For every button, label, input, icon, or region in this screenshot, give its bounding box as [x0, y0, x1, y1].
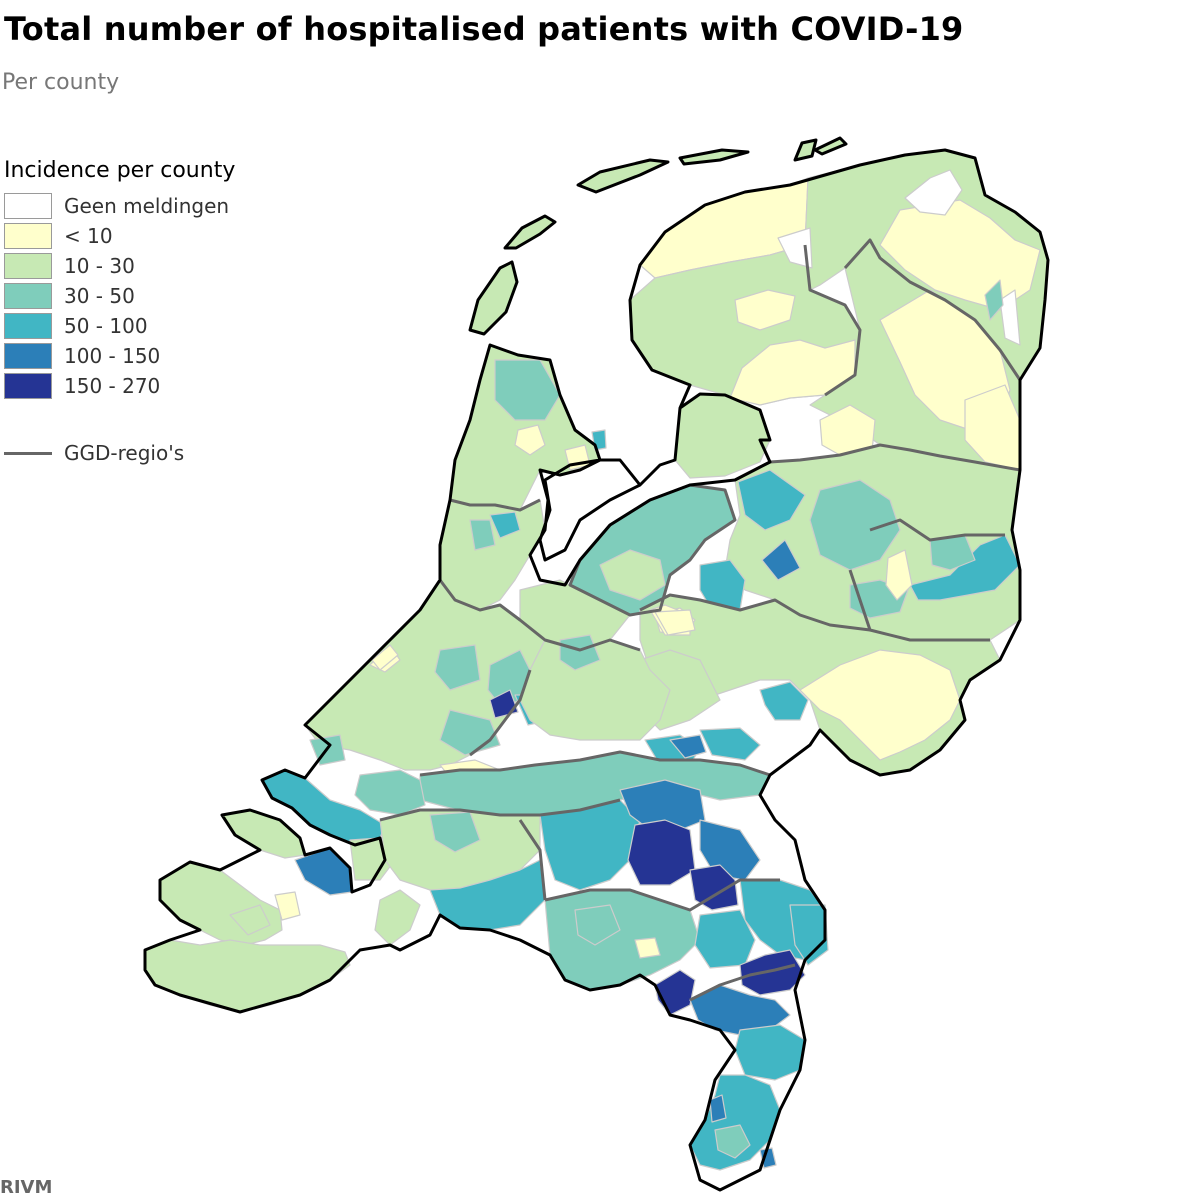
island-outline [813, 136, 848, 156]
county-region[interactable] [999, 289, 1021, 346]
ggd-line-swatch [4, 451, 52, 455]
county-region[interactable] [371, 644, 399, 671]
county-region[interactable] [159, 861, 283, 946]
mainland-outline [143, 148, 1050, 1192]
legend-item-30-50: 30 - 50 [4, 281, 235, 311]
legend-label: 100 - 150 [64, 344, 161, 368]
map-title: Total number of hospitalised patients wi… [4, 10, 964, 48]
county-region[interactable] [274, 891, 301, 921]
island-outline [678, 148, 750, 166]
island-outline [576, 158, 670, 194]
legend-swatch [4, 283, 52, 309]
ggd-boundary [449, 498, 541, 512]
island-outline [468, 260, 519, 336]
county-region[interactable] [737, 469, 806, 531]
legend-swatch [4, 343, 52, 369]
county-region[interactable] [709, 1094, 727, 1123]
legend-item-lt-10: < 10 [4, 221, 235, 251]
ggd-boundary [803, 244, 862, 397]
map-subtitle: Per county [2, 70, 120, 95]
ggd-boundary [419, 750, 771, 777]
county-region[interactable] [627, 819, 696, 886]
country-outline [143, 136, 1050, 1192]
legend: Incidence per county Geen meldingen < 10… [4, 158, 235, 465]
county-region[interactable] [144, 939, 351, 1013]
ggd-boundary [734, 443, 1021, 482]
county-region[interactable] [434, 644, 481, 691]
county-region[interactable] [429, 811, 481, 853]
ggd-boundary [848, 569, 990, 642]
legend-label: 150 - 270 [64, 374, 161, 398]
ggd-boundary [869, 518, 1005, 542]
county-region[interactable] [634, 937, 661, 959]
county-region[interactable] [574, 904, 621, 946]
ggd-boundary [843, 238, 1022, 381]
ggd-boundary [518, 819, 547, 901]
legend-swatch [4, 223, 52, 249]
county-region[interactable] [789, 904, 829, 966]
legend-label: 50 - 100 [64, 314, 148, 338]
legend-item-geen-meldingen: Geen meldingen [4, 191, 235, 221]
county-region[interactable] [904, 169, 963, 216]
county-region[interactable] [761, 539, 801, 581]
county-region[interactable] [885, 549, 913, 601]
legend-label: Geen meldingen [64, 194, 230, 218]
legend-swatch [4, 253, 52, 279]
legend-label: GGD-regio's [64, 441, 185, 465]
county-region[interactable] [504, 215, 556, 249]
county-region[interactable] [734, 1024, 806, 1081]
legend-label: 10 - 30 [64, 254, 135, 278]
legend-swatch [4, 313, 52, 339]
county-region[interactable] [777, 227, 813, 269]
county-region[interactable] [669, 734, 707, 759]
county-region[interactable] [514, 424, 546, 456]
legend-item-150-270: 150 - 270 [4, 371, 235, 401]
county-region[interactable] [469, 519, 496, 551]
legend-item-100-150: 100 - 150 [4, 341, 235, 371]
county-region[interactable] [699, 727, 761, 761]
ggd-boundary [469, 669, 532, 757]
county-region[interactable] [354, 769, 426, 816]
county-region[interactable] [619, 779, 706, 831]
county-region[interactable] [799, 649, 961, 761]
county-region[interactable] [714, 1124, 751, 1159]
county-region[interactable] [809, 479, 901, 571]
county-region[interactable] [599, 549, 666, 601]
legend-item-50-100: 50 - 100 [4, 311, 235, 341]
county-region[interactable] [374, 889, 421, 946]
legend-swatch [4, 193, 52, 219]
island-outline [503, 214, 557, 250]
county-region[interactable] [654, 969, 696, 1016]
county-region[interactable] [559, 634, 601, 671]
county-region[interactable] [229, 904, 271, 936]
county-region[interactable] [759, 681, 809, 721]
ggd-boundary [379, 798, 621, 822]
county-region[interactable] [654, 609, 696, 636]
island-outline [793, 138, 818, 162]
legend-items: Geen meldingen < 10 10 - 30 30 - 50 50 -… [4, 191, 235, 401]
ggd-boundary [438, 579, 641, 652]
county-region[interactable] [984, 279, 1004, 321]
legend-title: Incidence per county [4, 158, 236, 183]
county-regions [144, 137, 1049, 1171]
county-region[interactable] [689, 864, 739, 911]
legend-swatch [4, 373, 52, 399]
ggd-boundary [689, 963, 796, 1002]
source-label: RIVM [0, 1177, 53, 1198]
ggd-boundary [639, 593, 871, 632]
ggd-boundary [544, 878, 780, 912]
county-region[interactable] [494, 359, 561, 421]
legend-label: < 10 [64, 224, 113, 248]
legend-label: 30 - 50 [64, 284, 135, 308]
county-region[interactable] [734, 289, 796, 331]
county-region[interactable] [489, 511, 521, 539]
legend-item-ggd-regions: GGD-regio's [4, 441, 235, 465]
legend-item-10-30: 10 - 30 [4, 251, 235, 281]
